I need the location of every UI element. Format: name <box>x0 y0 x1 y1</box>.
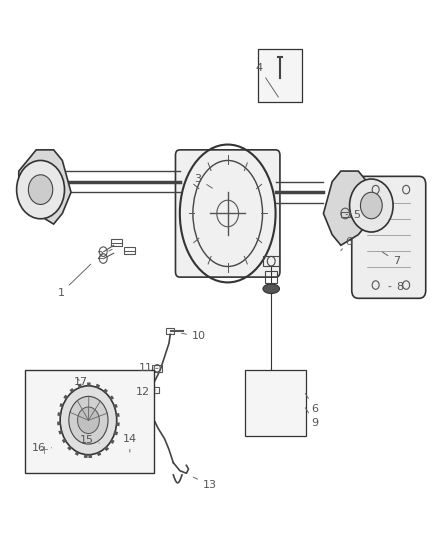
Text: 5: 5 <box>346 209 360 220</box>
Polygon shape <box>323 171 376 245</box>
Circle shape <box>17 160 64 219</box>
FancyBboxPatch shape <box>245 370 306 436</box>
Circle shape <box>69 397 108 444</box>
Text: 16: 16 <box>32 443 51 453</box>
Text: 12: 12 <box>136 387 156 397</box>
Bar <box>166 328 174 334</box>
Text: 6: 6 <box>305 393 318 414</box>
Bar <box>269 395 282 406</box>
Bar <box>152 365 162 372</box>
FancyBboxPatch shape <box>176 150 280 277</box>
Text: 13: 13 <box>193 477 217 490</box>
Text: 1: 1 <box>57 264 91 298</box>
Text: 11: 11 <box>139 364 158 373</box>
Circle shape <box>350 179 393 232</box>
Text: 9: 9 <box>305 408 318 428</box>
FancyBboxPatch shape <box>258 49 302 102</box>
Bar <box>269 419 282 424</box>
Circle shape <box>28 175 53 205</box>
FancyBboxPatch shape <box>25 370 154 473</box>
Bar <box>152 387 159 393</box>
Bar <box>127 455 132 462</box>
Text: 7: 7 <box>382 252 400 266</box>
Polygon shape <box>19 150 71 224</box>
Text: 14: 14 <box>123 434 137 452</box>
Text: 8: 8 <box>389 281 404 292</box>
Circle shape <box>78 407 99 433</box>
Text: 10: 10 <box>182 332 206 342</box>
Bar <box>276 80 284 87</box>
Circle shape <box>60 386 117 455</box>
Bar <box>265 271 277 283</box>
Ellipse shape <box>263 284 279 294</box>
Bar <box>111 239 122 246</box>
Text: 6: 6 <box>341 237 352 251</box>
Bar <box>341 213 350 216</box>
Text: 2: 2 <box>96 249 112 261</box>
Text: 3: 3 <box>194 174 212 188</box>
FancyBboxPatch shape <box>352 176 426 298</box>
Text: 17: 17 <box>74 377 88 387</box>
Circle shape <box>360 192 382 219</box>
Bar <box>124 247 135 254</box>
Text: 4: 4 <box>255 63 279 97</box>
Bar <box>263 256 279 266</box>
Bar <box>267 381 284 391</box>
Text: 15: 15 <box>80 435 99 446</box>
